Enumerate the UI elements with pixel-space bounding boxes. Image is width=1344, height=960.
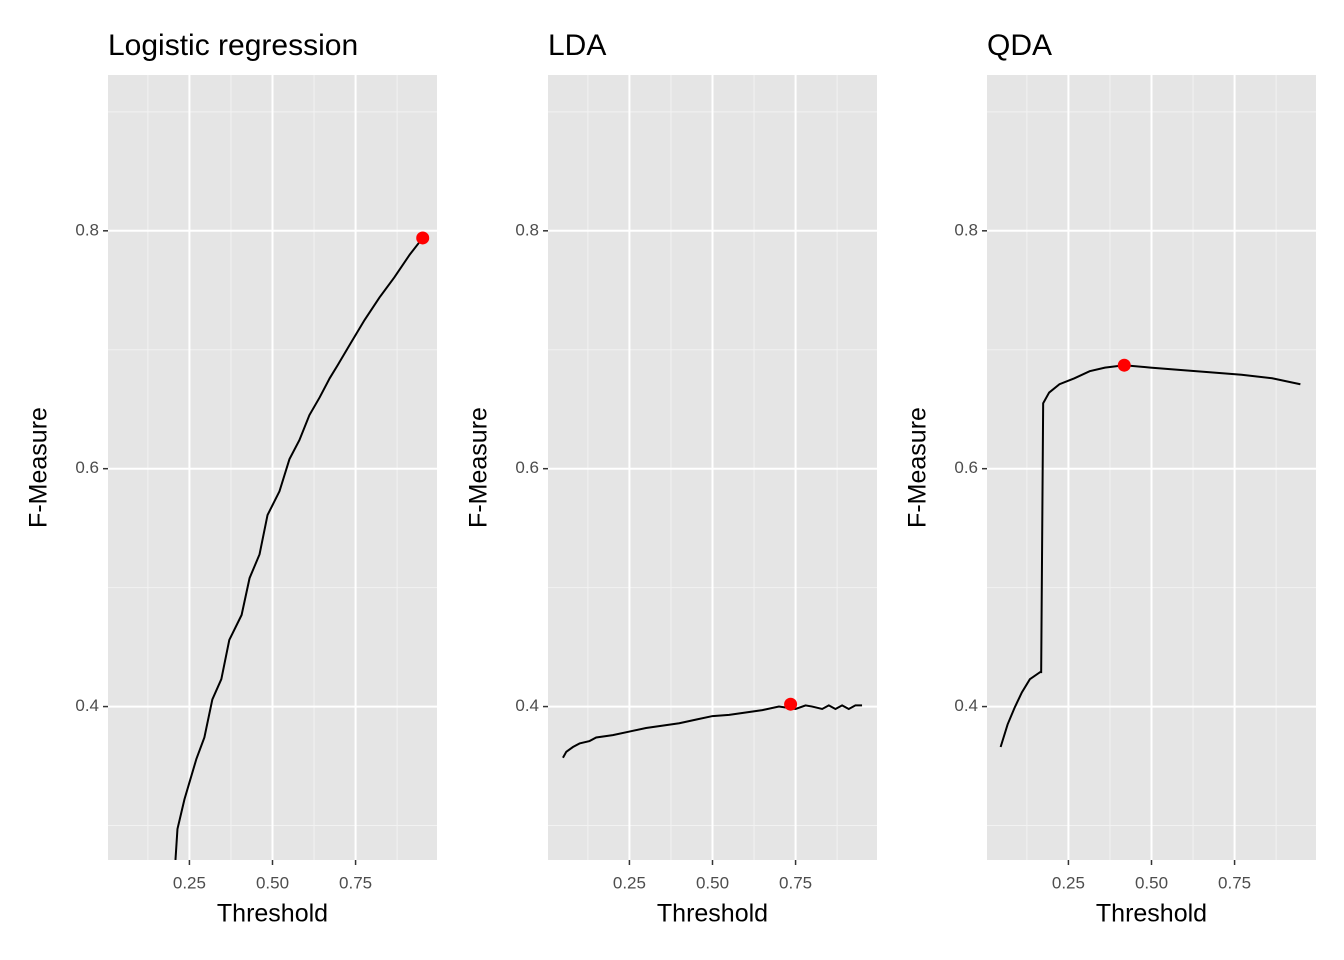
x-tick-label: 0.75 [339, 873, 372, 892]
x-tick-label: 0.25 [173, 873, 206, 892]
y-tick-label: 0.6 [954, 458, 978, 477]
y-tick-label: 0.4 [954, 696, 978, 715]
data-line [562, 704, 863, 759]
y-axis-title: F-Measure [25, 407, 53, 528]
panel-title: LDA [548, 29, 606, 62]
x-tick-label: 0.50 [1135, 873, 1168, 892]
y-tick-label: 0.4 [515, 696, 539, 715]
x-tick-label: 0.50 [696, 873, 729, 892]
x-axis-title: Threshold [657, 900, 768, 928]
x-tick-label: 0.50 [256, 873, 289, 892]
panel-title: QDA [987, 29, 1052, 62]
data-line [174, 237, 424, 860]
best-point [784, 697, 798, 711]
y-tick-label: 0.8 [954, 220, 978, 239]
y-tick-label: 0.6 [75, 458, 99, 477]
data-line [999, 364, 1301, 748]
y-axis-title: F-Measure [904, 407, 932, 528]
x-tick-label: 0.25 [1052, 873, 1085, 892]
x-tick-label: 0.25 [613, 873, 646, 892]
x-axis-title: Threshold [217, 900, 328, 928]
best-point [1117, 358, 1131, 372]
y-tick-label: 0.8 [75, 220, 99, 239]
y-tick-label: 0.8 [515, 220, 539, 239]
x-tick-label: 0.75 [1218, 873, 1251, 892]
x-axis-title: Threshold [1096, 900, 1207, 928]
best-point [416, 231, 430, 245]
panel-title: Logistic regression [108, 29, 358, 62]
x-tick-label: 0.75 [779, 873, 812, 892]
y-tick-label: 0.4 [75, 696, 99, 715]
y-axis-title: F-Measure [465, 407, 493, 528]
y-tick-label: 0.6 [515, 458, 539, 477]
